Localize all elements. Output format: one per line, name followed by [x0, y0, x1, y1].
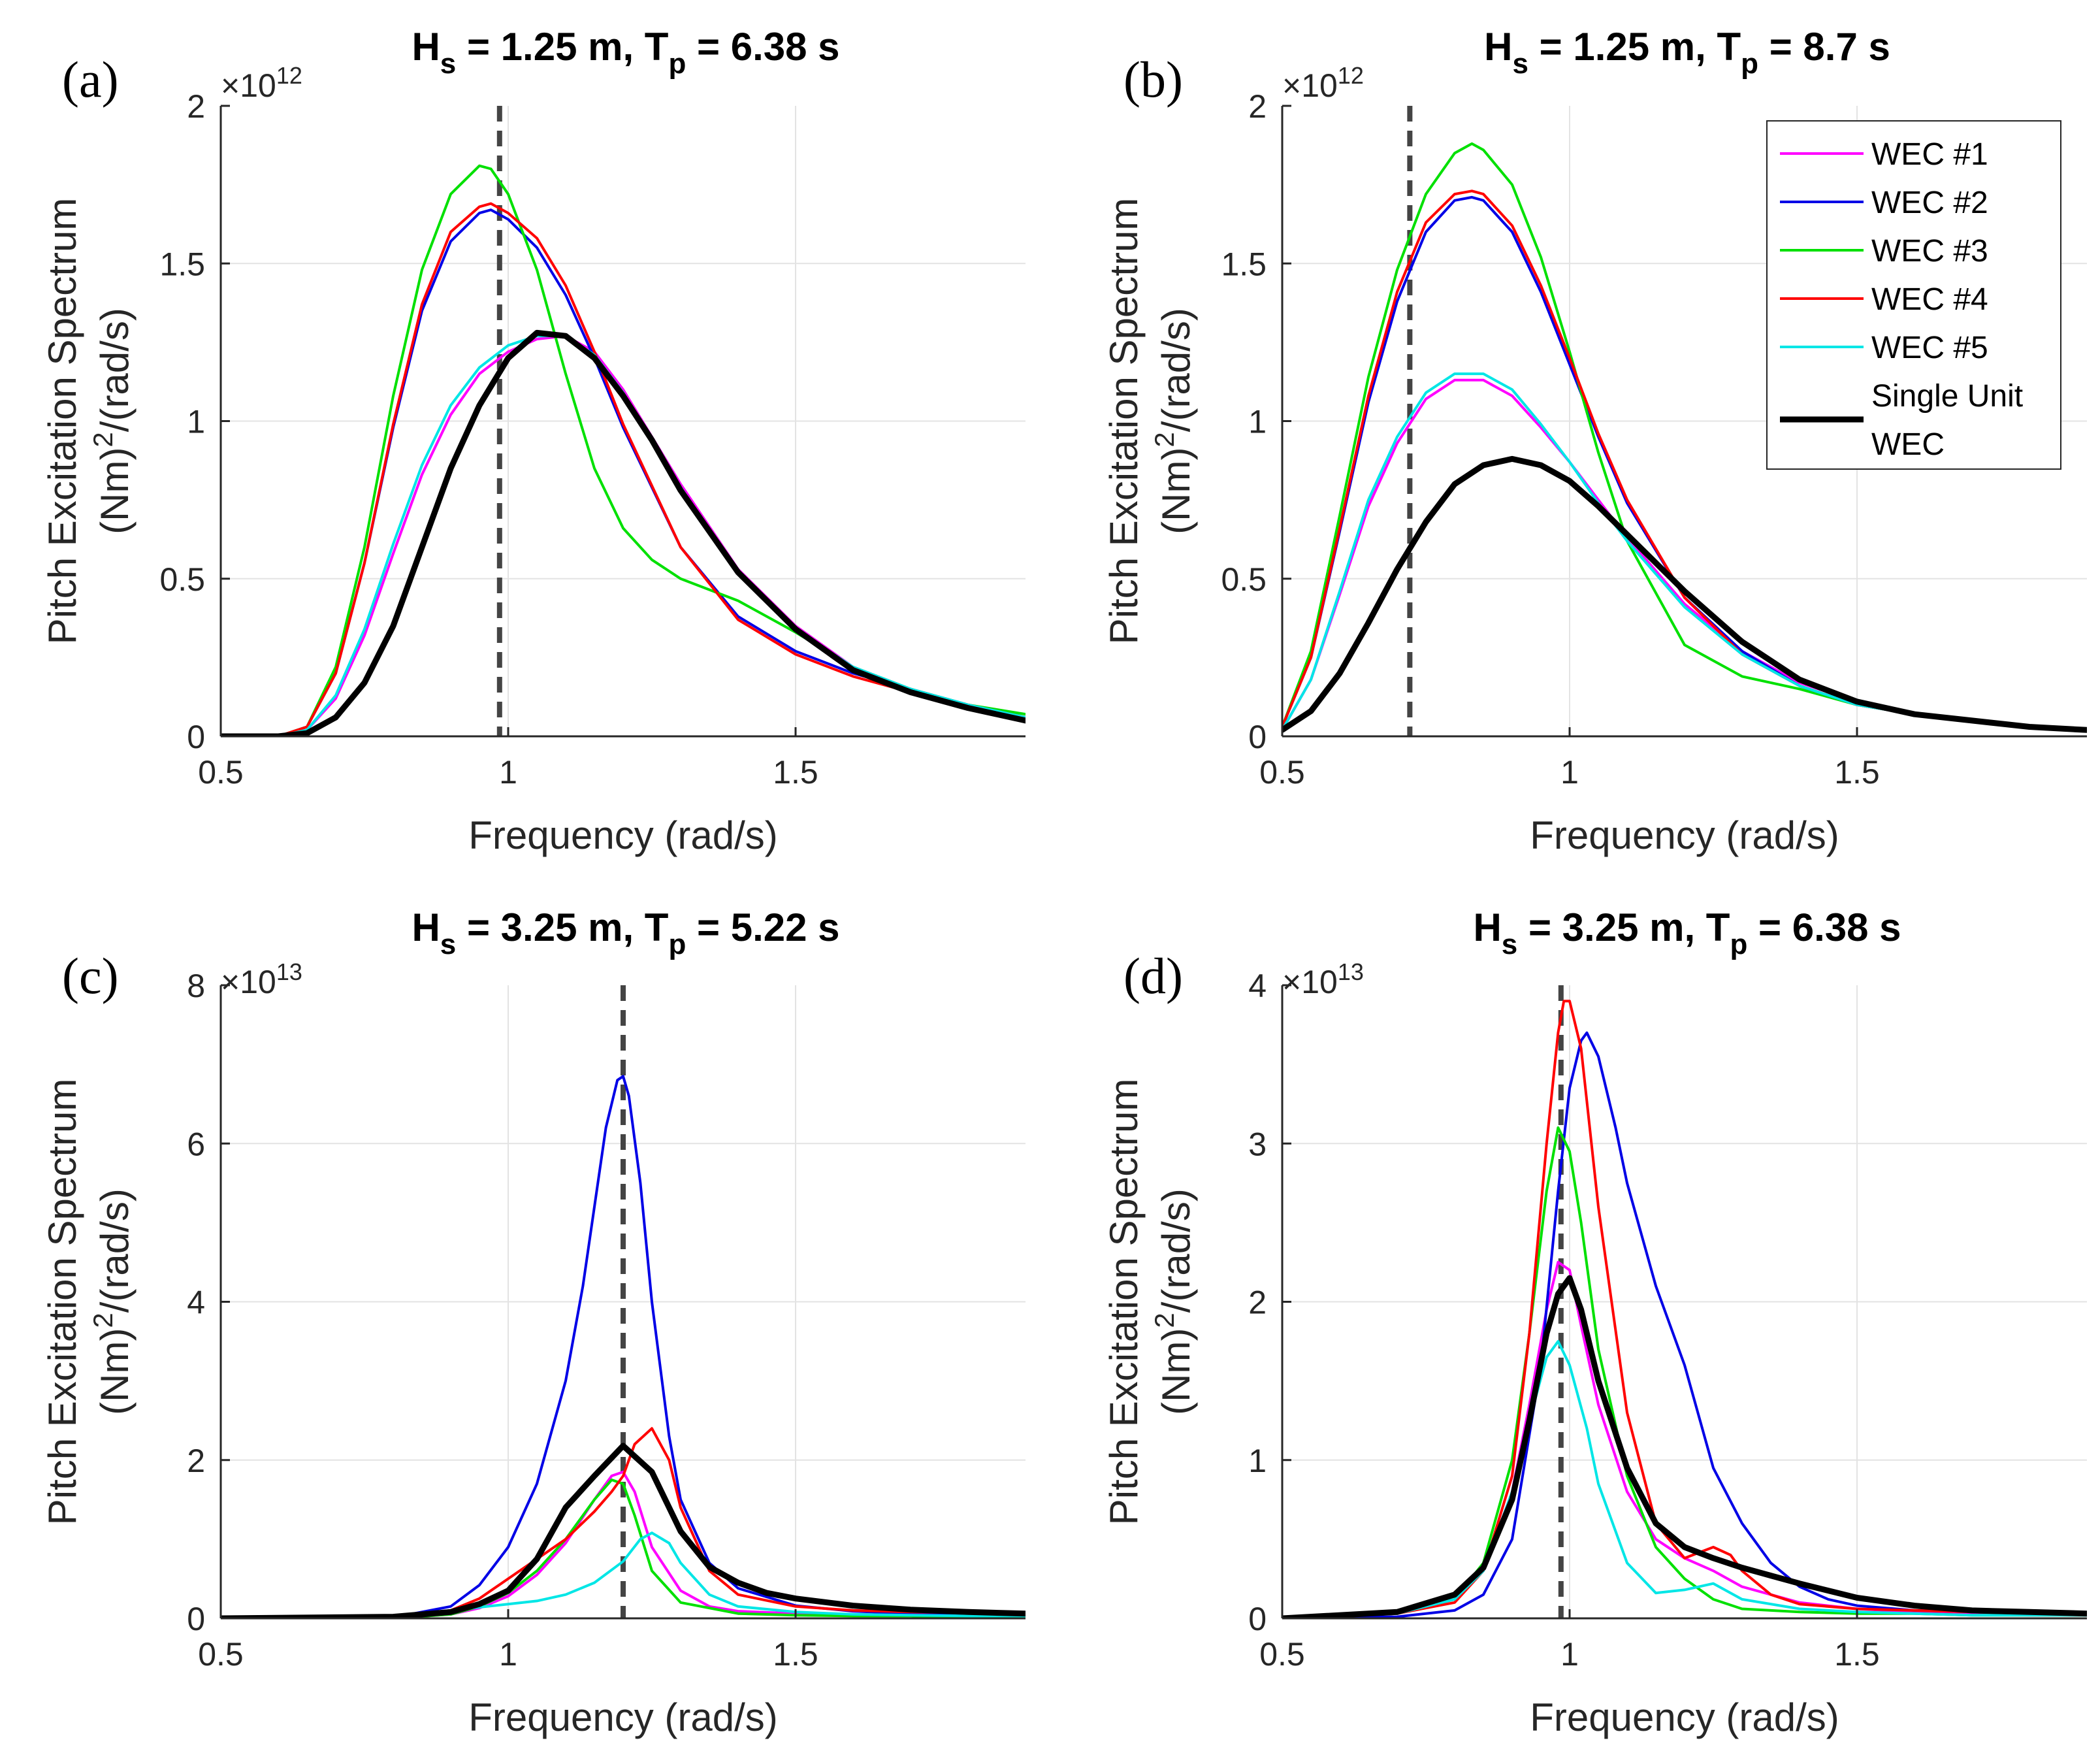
chart-title: Hs = 1.25 m, Tp = 6.38 s [412, 25, 839, 80]
x-tick-label: 1.5 [1834, 754, 1880, 791]
legend-box [1766, 120, 2061, 470]
y-tick-label: 1.5 [1221, 246, 1267, 282]
y-tick-label: 0 [1248, 1601, 1267, 1637]
y-tick-label: 2 [187, 88, 205, 125]
chart-title: Hs = 3.25 m, Tp = 5.22 s [412, 906, 839, 960]
series-group [1282, 142, 2087, 733]
y-tick-label: 1 [1248, 1443, 1267, 1479]
y-axis-label: Pitch Excitation Spectrum [40, 198, 84, 645]
y-axis-unit-label: (Nm)2/(rad/s) [88, 1188, 137, 1415]
x-tick-label: 1 [499, 1636, 517, 1673]
series-line-wec-2 [1282, 1031, 2087, 1618]
series-line-single-unit-wec [221, 329, 1026, 736]
x-axis-label: Frequency (rad/s) [468, 813, 778, 857]
legend-label: WEC #4 [1871, 282, 1988, 317]
legend-label: WEC #5 [1871, 331, 1988, 365]
series-line-wec-4 [221, 1427, 1026, 1618]
y-axis-unit-label: (Nm)2/(rad/s) [1149, 308, 1198, 534]
y-tick-label: 6 [187, 1126, 205, 1162]
series-group [221, 164, 1026, 736]
panel-label: (a) [62, 51, 119, 108]
panel-label: (c) [62, 947, 119, 1004]
legend-label: WEC #2 [1871, 186, 1988, 220]
x-axis-label: Frequency (rad/s) [1530, 1695, 1839, 1739]
x-tick-label: 1.5 [1834, 1636, 1880, 1673]
chart-panel-1: 0.5 1 1.500.511.52×1012(a)Hs = 1.25 m, Tp … [40, 25, 1026, 857]
series-line-single-unit-wec [221, 1443, 1026, 1618]
y-tick-label: 0 [187, 1601, 205, 1637]
y-tick-label: 0 [1248, 719, 1267, 755]
y-tick-label: 0.5 [159, 561, 205, 598]
y-axis-unit-label: (Nm)2/(rad/s) [88, 308, 137, 534]
series-line-single-unit-wec [1282, 1275, 2087, 1618]
y-tick-label: 3 [1248, 1126, 1267, 1162]
legend-label: WEC [1871, 427, 1945, 462]
y-axis-label: Pitch Excitation Spectrum [40, 1079, 84, 1526]
y-tick-label: 8 [187, 968, 205, 1004]
legend: WEC #1 WEC #2 WEC #3 WEC #4 WEC #5 Single Uni… [1766, 120, 2061, 470]
series-line-single-unit-wec [1282, 455, 2087, 733]
x-tick-label: 0.5 [1259, 754, 1305, 791]
y-axis-multiplier: ×1013 [1282, 958, 1364, 1000]
panel-label: (b) [1123, 51, 1183, 108]
y-axis-label: Pitch Excitation Spectrum [1102, 198, 1146, 645]
y-tick-label: 1 [187, 404, 205, 440]
x-tick-label: 1 [1560, 754, 1579, 791]
x-tick-label: 1.5 [773, 754, 818, 791]
chart-panel-3: 0.5 1 1.5 0 2 4 6 8 ×1013 (c) Hs = 3.25 m, Tp = 5.… [40, 906, 1026, 1739]
legend-label: WEC #3 [1871, 234, 1988, 269]
x-tick-label: 0.5 [1259, 1636, 1305, 1673]
y-tick-label: 0 [187, 719, 205, 755]
x-tick-label: 1 [499, 754, 517, 791]
x-tick-label: 1.5 [773, 1636, 818, 1673]
y-axis-label: Pitch Excitation Spectrum [1102, 1079, 1146, 1526]
x-axis-label: Frequency (rad/s) [468, 1695, 778, 1739]
series-group [221, 1075, 1026, 1618]
series-line-wec-4 [221, 202, 1026, 736]
y-tick-label: 2 [187, 1443, 205, 1479]
y-tick-label: 1 [1248, 404, 1267, 440]
series-line-wec-4 [1282, 1000, 2087, 1618]
legend-label: Single Unit [1871, 379, 2023, 414]
y-tick-label: 4 [1248, 968, 1267, 1004]
chart-title: Hs = 1.25 m, Tp = 8.7 s [1484, 25, 1890, 80]
y-tick-label: 2 [1248, 88, 1267, 125]
x-tick-label: 0.5 [198, 1636, 244, 1673]
chart-title: Hs = 3.25 m, Tp = 6.38 s [1473, 906, 1901, 960]
x-tick-label: 0.5 [198, 754, 244, 791]
y-tick-label: 1.5 [159, 246, 205, 282]
series-group [1282, 1000, 2087, 1618]
y-axis-multiplier: ×1013 [221, 958, 302, 1000]
x-tick-label: 1 [1560, 1636, 1579, 1673]
y-tick-label: 0.5 [1221, 561, 1267, 598]
y-axis-unit-label: (Nm)2/(rad/s) [1149, 1188, 1198, 1415]
y-tick-label: 2 [1248, 1284, 1267, 1321]
panel-label: (d) [1123, 947, 1183, 1004]
chart-panel-2: 0.5 1 1.500.511.52×1012(b)Hs = 1.25 m, Tp … [1102, 25, 2087, 857]
y-axis-multiplier: ×1012 [1282, 62, 1364, 104]
x-axis-label: Frequency (rad/s) [1530, 813, 1839, 857]
series-line-wec-5 [221, 1531, 1026, 1618]
y-axis-multiplier: ×1012 [221, 62, 302, 104]
legend-label: WEC #1 [1871, 137, 1988, 172]
y-tick-label: 4 [187, 1284, 205, 1321]
chart-panel-4: 0.5 1 1.5 0 1 2 3 4 ×1013 (d) Hs = 3.25 m, Tp = 6.… [1102, 906, 2087, 1739]
